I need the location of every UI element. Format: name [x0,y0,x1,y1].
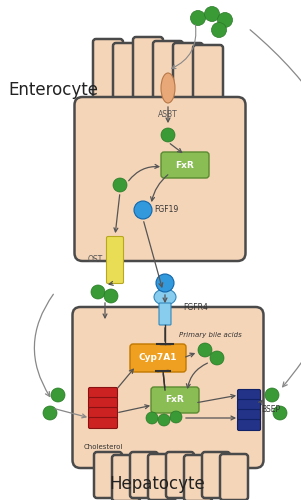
FancyBboxPatch shape [88,398,117,408]
Text: Cholesterol: Cholesterol [83,444,123,450]
FancyBboxPatch shape [75,97,246,261]
Circle shape [273,406,287,420]
Circle shape [91,285,105,299]
FancyBboxPatch shape [112,455,140,500]
FancyBboxPatch shape [153,41,183,112]
FancyBboxPatch shape [184,455,212,500]
Text: Cyp7A1: Cyp7A1 [139,354,177,362]
Circle shape [161,128,175,142]
Text: FGF19: FGF19 [154,206,178,214]
FancyBboxPatch shape [107,236,123,284]
FancyBboxPatch shape [237,390,260,400]
FancyArrowPatch shape [250,30,301,387]
FancyBboxPatch shape [237,410,260,420]
Text: ASBT: ASBT [158,110,178,119]
FancyBboxPatch shape [88,408,117,418]
FancyBboxPatch shape [151,387,199,413]
FancyBboxPatch shape [130,344,186,372]
Ellipse shape [161,73,175,103]
Circle shape [265,388,279,402]
Text: FGFR4: FGFR4 [183,304,208,312]
FancyBboxPatch shape [88,418,117,428]
Circle shape [212,22,226,38]
Text: FxR: FxR [175,160,194,170]
Circle shape [198,343,212,357]
Circle shape [113,178,127,192]
Text: FxR: FxR [166,396,185,404]
Circle shape [104,289,118,303]
Text: Enterocyte: Enterocyte [8,81,98,99]
Circle shape [146,412,158,424]
Text: OST: OST [88,256,103,264]
Circle shape [134,201,152,219]
FancyBboxPatch shape [202,452,230,498]
FancyBboxPatch shape [73,307,263,468]
Circle shape [170,411,182,423]
Circle shape [156,274,174,292]
Text: BSEP: BSEP [261,406,280,414]
Circle shape [158,414,170,426]
FancyBboxPatch shape [193,45,223,116]
FancyBboxPatch shape [237,420,260,430]
FancyBboxPatch shape [166,452,194,498]
FancyBboxPatch shape [88,388,117,398]
Text: Hepatocyte: Hepatocyte [109,475,205,493]
FancyBboxPatch shape [93,39,123,110]
Ellipse shape [154,289,176,305]
Circle shape [43,406,57,420]
FancyBboxPatch shape [133,37,163,108]
FancyBboxPatch shape [130,452,158,498]
Text: Primary bile acids: Primary bile acids [178,332,241,338]
FancyBboxPatch shape [173,43,203,114]
FancyBboxPatch shape [237,400,260,410]
FancyBboxPatch shape [161,152,209,178]
FancyBboxPatch shape [94,452,122,498]
Circle shape [191,10,206,26]
Circle shape [51,388,65,402]
FancyBboxPatch shape [220,454,248,500]
Circle shape [204,6,219,22]
FancyBboxPatch shape [159,303,171,325]
FancyArrowPatch shape [34,294,53,396]
Circle shape [218,12,232,28]
FancyBboxPatch shape [148,454,176,500]
FancyBboxPatch shape [113,43,143,114]
Circle shape [210,351,224,365]
